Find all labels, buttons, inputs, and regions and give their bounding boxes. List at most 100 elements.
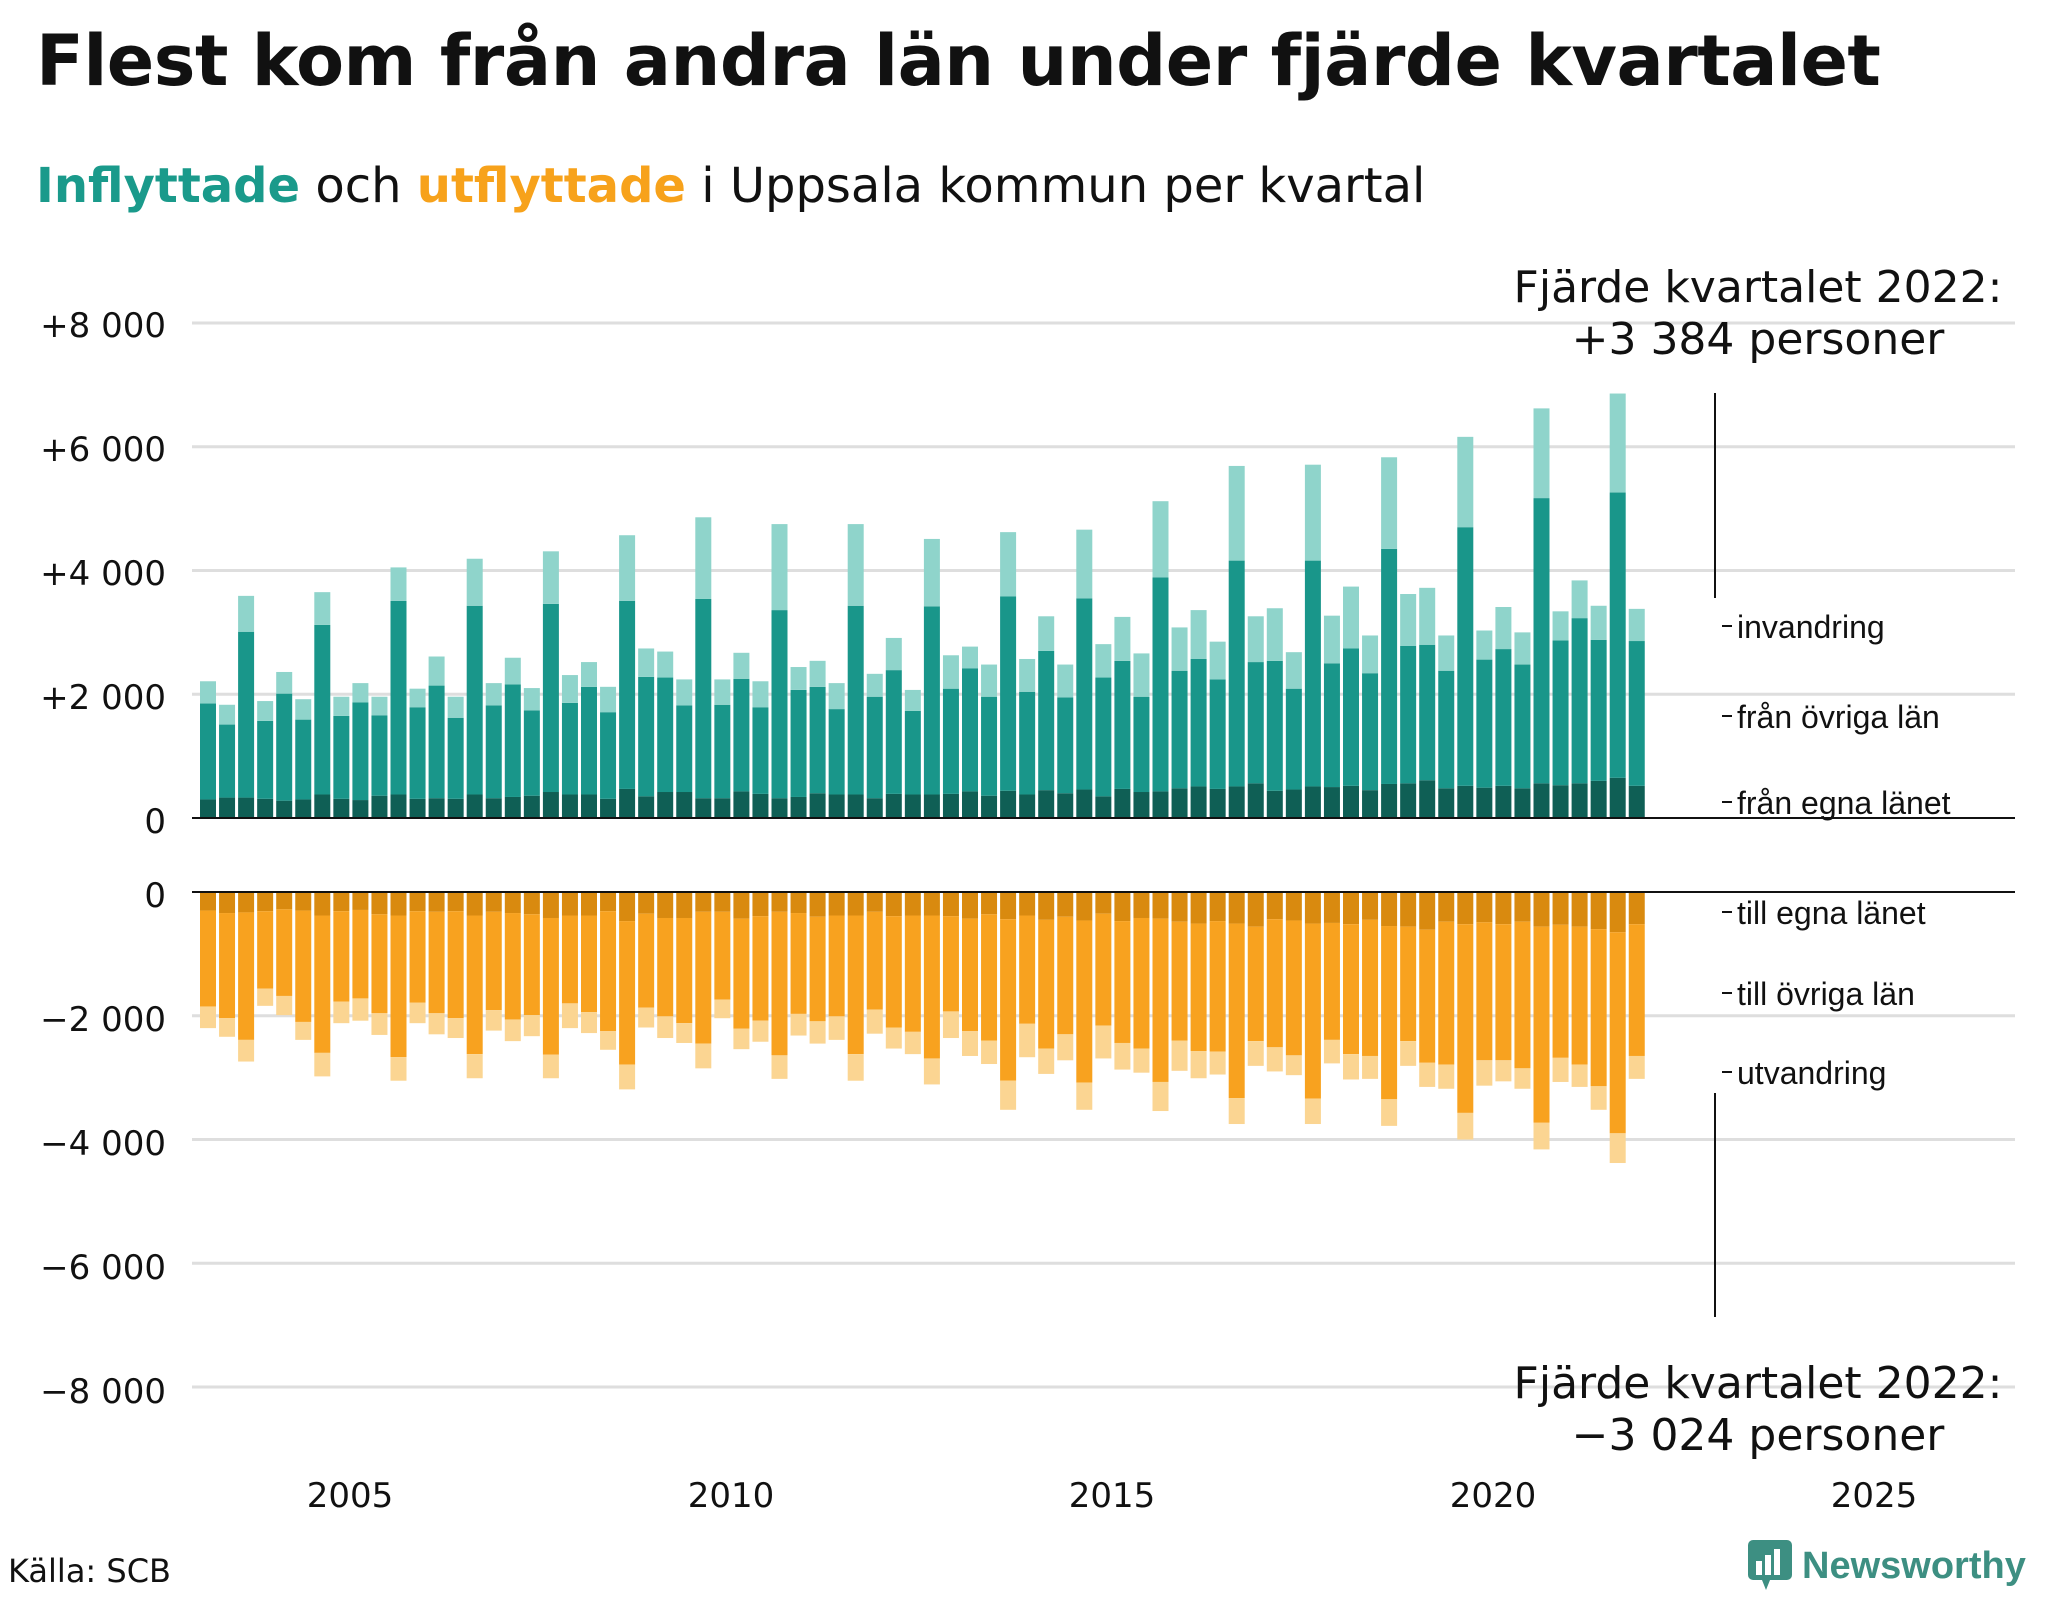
bar-in-invandring bbox=[1323, 615, 1340, 664]
bar-out-till-egna-lanet bbox=[1438, 892, 1455, 922]
bar-out-till-ovriga-lan bbox=[600, 911, 617, 1032]
bar-out-utvandring bbox=[1133, 1048, 1150, 1073]
bar-in-fran-egna-lanet bbox=[581, 794, 597, 818]
bar-in-fran-egna-lanet bbox=[1590, 780, 1607, 818]
bar-out-till-egna-lanet bbox=[695, 892, 712, 912]
bar-in-fran-egna-lanet bbox=[981, 795, 998, 818]
bar-out-till-egna-lanet bbox=[447, 892, 464, 912]
y-tick-label: −2 000 bbox=[40, 1000, 166, 1040]
grid-lines bbox=[192, 321, 2015, 1389]
bar-in-fran-egna-lanet bbox=[1400, 783, 1417, 818]
bar-out-till-egna-lanet bbox=[1495, 892, 1512, 925]
bar-out-utvandring bbox=[942, 1011, 959, 1039]
bar-out-till-egna-lanet bbox=[752, 892, 769, 917]
bar-out-till-ovriga-lan bbox=[447, 911, 464, 1019]
bar-out-till-ovriga-lan bbox=[523, 914, 540, 1016]
bar-in-fran-egna-lanet bbox=[1419, 780, 1436, 818]
bar-out-till-egna-lanet bbox=[1152, 892, 1169, 919]
y-tick-label: 0 bbox=[144, 802, 166, 842]
bar-out-till-egna-lanet bbox=[1304, 892, 1321, 924]
bar-out-utvandring bbox=[1457, 1112, 1474, 1140]
bar-out-till-egna-lanet bbox=[962, 892, 978, 919]
bar-in-fran-ovriga-lan bbox=[942, 688, 959, 794]
bar-out-till-ovriga-lan bbox=[542, 917, 559, 1055]
bar-out-utvandring bbox=[276, 995, 293, 1016]
bar-in-invandring bbox=[1171, 627, 1188, 671]
annotation-top-line2: +3 384 personer bbox=[1572, 314, 1946, 365]
bar-out-till-egna-lanet bbox=[600, 892, 617, 912]
bar-out-till-ovriga-lan bbox=[981, 914, 998, 1041]
bar-out-till-egna-lanet bbox=[1419, 892, 1436, 930]
bar-out-till-egna-lanet bbox=[676, 892, 693, 918]
bar-in-invandring bbox=[1628, 608, 1645, 642]
bar-in-invandring bbox=[1247, 616, 1264, 663]
bar-in-fran-ovriga-lan bbox=[1609, 492, 1626, 778]
series-label-till-ovriga-lan: till övriga län bbox=[1722, 976, 1915, 1012]
bar-in-fran-egna-lanet bbox=[523, 795, 540, 818]
bar-in-fran-egna-lanet bbox=[504, 796, 521, 818]
bar-in-invandring bbox=[504, 657, 521, 685]
bar-out-utvandring bbox=[1533, 1122, 1550, 1150]
source-note: Källa: SCB bbox=[8, 1552, 171, 1590]
bar-in-invandring bbox=[542, 551, 559, 604]
bar-in-invandring bbox=[485, 683, 502, 706]
x-tick-label: 2005 bbox=[307, 1476, 394, 1516]
bar-out-till-egna-lanet bbox=[504, 892, 521, 914]
bar-in-fran-ovriga-lan bbox=[1571, 618, 1588, 784]
subtitle-rest: i Uppsala kommun per kvartal bbox=[685, 158, 1426, 214]
bar-out-till-ovriga-lan bbox=[333, 911, 350, 1002]
bar-in-invandring bbox=[1152, 501, 1169, 578]
bar-out-utvandring bbox=[923, 1058, 940, 1085]
bar-in-invandring bbox=[219, 704, 236, 725]
bar-in-fran-egna-lanet bbox=[219, 797, 236, 818]
bar-out-till-ovriga-lan bbox=[1438, 921, 1455, 1065]
bar-in-fran-egna-lanet bbox=[276, 800, 293, 818]
bar-out-utvandring bbox=[485, 1010, 502, 1031]
bar-out-utvandring bbox=[1609, 1133, 1626, 1164]
bar-out-till-ovriga-lan bbox=[638, 913, 655, 1008]
bar-out-till-ovriga-lan bbox=[904, 915, 921, 1032]
axes bbox=[192, 393, 2015, 1317]
bar-out-utvandring bbox=[581, 1012, 597, 1034]
y-tick-label: +4 000 bbox=[40, 554, 166, 594]
bar-in-fran-ovriga-lan bbox=[885, 670, 902, 794]
bar-out-till-egna-lanet bbox=[1095, 892, 1112, 914]
bar-in-fran-ovriga-lan bbox=[981, 696, 998, 796]
bar-in-fran-egna-lanet bbox=[352, 800, 369, 818]
bar-in-fran-ovriga-lan bbox=[1228, 560, 1245, 787]
bar-out-till-egna-lanet bbox=[942, 892, 959, 917]
bar-in-fran-egna-lanet bbox=[866, 798, 883, 818]
bar-out-utvandring bbox=[428, 1013, 445, 1035]
bar-out-utvandring bbox=[619, 1064, 636, 1090]
bar-in-fran-egna-lanet bbox=[1038, 790, 1055, 818]
bar-out-till-egna-lanet bbox=[619, 892, 636, 922]
bar-out-till-egna-lanet bbox=[1514, 892, 1531, 922]
bar-in-fran-egna-lanet bbox=[238, 797, 255, 818]
bar-in-fran-egna-lanet bbox=[1285, 789, 1302, 818]
bar-out-utvandring bbox=[1552, 1057, 1569, 1082]
bar-in-fran-ovriga-lan bbox=[1266, 660, 1283, 791]
bar-in-fran-egna-lanet bbox=[295, 799, 312, 818]
bar-out-till-egna-lanet bbox=[1209, 892, 1226, 922]
bar-out-utvandring bbox=[714, 999, 731, 1019]
bar-in-fran-egna-lanet bbox=[1533, 783, 1550, 818]
bar-out-till-ovriga-lan bbox=[466, 915, 483, 1055]
bar-in-fran-ovriga-lan bbox=[371, 715, 388, 796]
bar-in-fran-egna-lanet bbox=[1628, 785, 1645, 818]
bar-in-fran-egna-lanet bbox=[1323, 787, 1340, 818]
bar-in-fran-ovriga-lan bbox=[1362, 673, 1379, 791]
bar-in-fran-ovriga-lan bbox=[1495, 649, 1512, 786]
series-label-fran-ovriga-lan: från övriga län bbox=[1722, 699, 1940, 735]
bar-out-utvandring bbox=[1057, 1034, 1074, 1061]
bar-out-utvandring bbox=[523, 1015, 540, 1037]
bar-in-fran-ovriga-lan bbox=[1057, 697, 1074, 794]
bar-in-invandring bbox=[1285, 652, 1302, 689]
newsworthy-logo[interactable]: Newsworthy bbox=[1748, 1540, 2026, 1592]
bar-in-invandring bbox=[1495, 607, 1512, 650]
chart-subtitle: Inflyttade och utflyttade i Uppsala komm… bbox=[36, 158, 1425, 214]
bar-in-fran-ovriga-lan bbox=[733, 678, 750, 792]
bar-in-invandring bbox=[1362, 635, 1379, 674]
bar-out-till-egna-lanet bbox=[200, 892, 216, 911]
bar-in-invandring bbox=[371, 696, 388, 716]
bar-out-utvandring bbox=[1000, 1080, 1017, 1110]
